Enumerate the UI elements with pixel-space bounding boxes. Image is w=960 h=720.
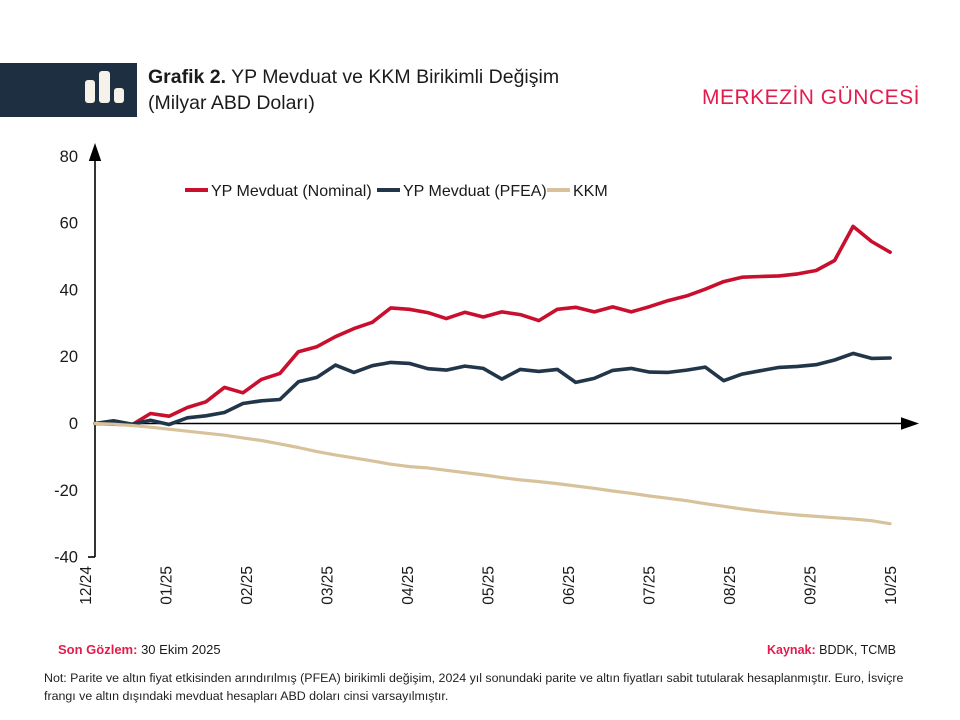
y-tick-label: 80 [60,148,78,166]
x-tick-label: 01/25 [159,566,176,605]
last-observation-value: 30 Ekim 2025 [141,642,221,657]
x-tick-label: 07/25 [642,566,659,605]
y-tick-label: 20 [60,348,78,366]
x-tick-label: 09/25 [803,566,820,605]
bar-chart-icon-bar-middle [99,71,110,103]
y-tick-label: 40 [60,281,78,299]
x-tick-label: 10/25 [883,566,900,605]
x-axis-tick-labels: 12/24 01/25 02/25 03/25 04/25 05/25 06/25 07/25… [78,566,900,605]
x-tick-label: 06/25 [561,566,578,605]
axes [88,143,919,558]
y-tick-label: -40 [54,549,78,567]
brand-box [0,63,137,117]
x-tick-label: 08/25 [722,566,739,605]
chart-subtitle: (Milyar ABD Doları) [148,92,315,114]
source-label: Kaynak: [767,643,816,657]
bar-chart-icon-bar-right [114,88,124,103]
y-tick-label: 60 [60,215,78,233]
series-layer [93,224,892,526]
y-axis-arrow-icon [88,143,102,161]
note-line: frangı ve altın dışındaki mevduat hesapl… [44,689,449,703]
chart-title-block: Grafik 2. YP Mevduat ve KKM Birikimli De… [148,64,559,116]
x-tick-label: 02/25 [239,566,256,605]
note-line: Not: Parite ve altın fiyat etkisinden ar… [44,671,904,685]
last-observation: Son Gözlem: 30 Ekim 2025 [58,642,221,657]
source-value: BDDK, TCMB [819,643,896,657]
x-tick-label: 03/25 [320,566,337,605]
source: Kaynak: BDDK, TCMB [767,643,896,657]
y-tick-label: 0 [69,415,78,433]
legend: YP Mevduat (Nominal) YP Mevduat (PFEA) K… [185,183,608,200]
series-line-nominal [93,224,892,427]
series-line-pfea [93,351,892,427]
chart-title-number: Grafik 2. [148,66,227,88]
y-axis-tick-labels: 80 60 40 20 0 -20 -40 [54,148,78,567]
x-axis-arrow-icon [901,417,919,430]
y-tick-label: -20 [54,482,78,500]
legend-label-nominal: YP Mevduat (Nominal) [211,183,372,200]
x-tick-label: 04/25 [400,566,417,605]
legend-label-pfea: YP Mevduat (PFEA) [403,183,547,200]
x-tick-label: 12/24 [78,566,95,605]
brand-logo: MERKEZİN GÜNCESİ [701,86,920,109]
last-observation-label: Son Gözlem: [58,642,138,657]
bar-chart-icon-bar-left [85,80,95,103]
chart-title-text: YP Mevduat ve KKM Birikimli Değişim [226,66,560,88]
legend-label-kkm: KKM [573,183,608,200]
series-line-kkm [93,421,892,526]
chart-title: Grafik 2. YP Mevduat ve KKM Birikimli De… [148,64,559,90]
x-tick-label: 05/25 [481,566,498,605]
note: Not: Parite ve altın fiyat etkisinden ar… [44,669,924,705]
